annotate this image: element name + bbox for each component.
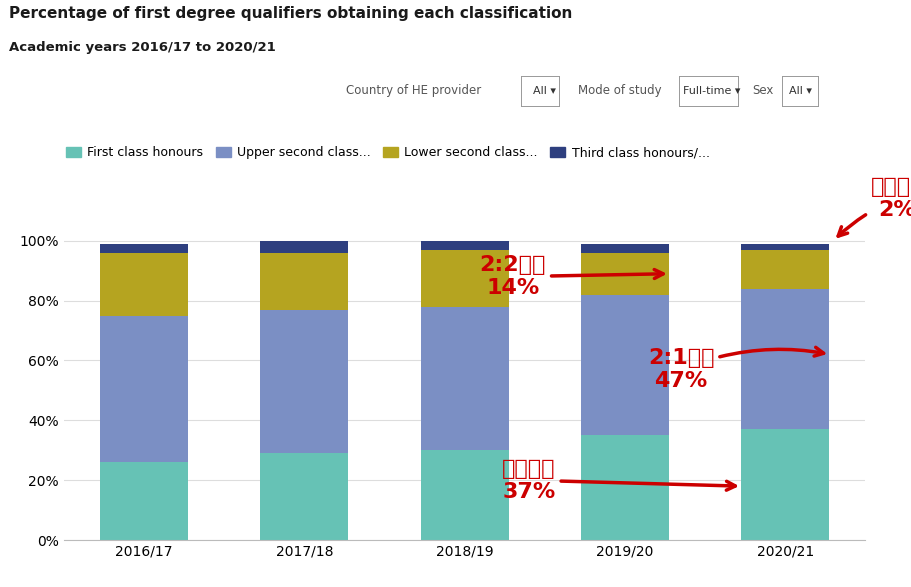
Bar <box>742 289 829 429</box>
Bar <box>581 244 669 253</box>
Text: 一等学位
37%: 一等学位 37% <box>502 458 735 502</box>
Text: Percentage of first degree qualifiers obtaining each classification: Percentage of first degree qualifiers ob… <box>9 6 572 21</box>
Text: Full-time ▾: Full-time ▾ <box>683 86 741 96</box>
Bar <box>100 244 188 253</box>
Text: 2:1学位
47%: 2:1学位 47% <box>648 348 824 391</box>
Bar <box>100 316 188 462</box>
Bar <box>742 249 829 289</box>
Bar <box>421 241 508 249</box>
Bar <box>100 462 188 540</box>
Bar <box>261 253 348 309</box>
Bar <box>261 241 348 253</box>
Bar <box>421 450 508 540</box>
Bar <box>581 295 669 436</box>
Legend: First class honours, Upper second class..., Lower second class..., Third class h: First class honours, Upper second class.… <box>61 141 714 164</box>
Bar <box>742 429 829 540</box>
Text: 2:2学位
14%: 2:2学位 14% <box>479 255 663 298</box>
Text: Sex: Sex <box>752 85 773 97</box>
Bar <box>742 244 829 249</box>
Bar <box>421 249 508 306</box>
Text: Academic years 2016/17 to 2020/21: Academic years 2016/17 to 2020/21 <box>9 41 276 54</box>
Bar <box>421 306 508 450</box>
Bar <box>261 309 348 453</box>
Bar <box>581 436 669 540</box>
Text: All ▾: All ▾ <box>533 86 556 96</box>
Text: Country of HE provider: Country of HE provider <box>346 85 481 97</box>
Bar <box>581 253 669 295</box>
Text: 三等学位
2%: 三等学位 2% <box>838 177 911 236</box>
Text: All ▾: All ▾ <box>789 86 812 96</box>
Bar <box>261 453 348 540</box>
Bar <box>100 253 188 316</box>
Text: Mode of study: Mode of study <box>578 85 662 97</box>
